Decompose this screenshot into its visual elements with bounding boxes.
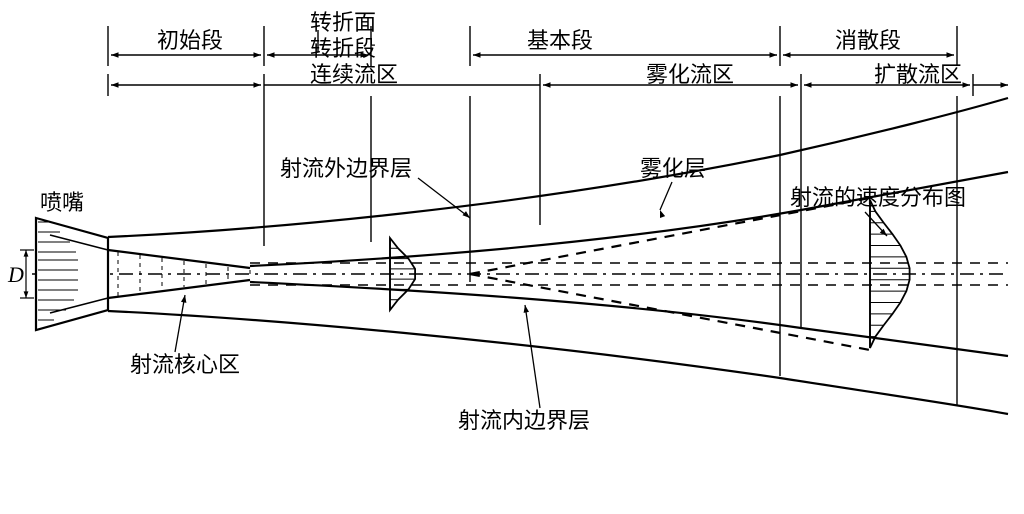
- label-basic-segment: 基本段: [527, 28, 593, 53]
- outer-boundary-top: [108, 98, 1008, 237]
- nozzle-icon: [36, 218, 108, 330]
- label-turning-face: 转折面: [310, 10, 376, 35]
- outer-boundary-bot: [108, 311, 1008, 414]
- label-velocity-profile: 射流的速度分布图: [790, 185, 966, 210]
- label-diffusion-region: 扩散流区: [874, 62, 962, 87]
- label-continuous-region: 连续流区: [310, 62, 398, 87]
- label-inner-boundary: 射流内边界层: [458, 408, 590, 433]
- core-top: [108, 250, 250, 268]
- core-bot: [108, 280, 250, 298]
- label-nozzle: 喷嘴: [40, 190, 84, 215]
- label-outer-boundary: 射流外边界层: [280, 156, 412, 181]
- label-atomization-region: 雾化流区: [646, 62, 734, 87]
- inner-boundary-bot: [250, 282, 1008, 356]
- label-dissipation-segment: 消散段: [835, 28, 901, 53]
- label-initial-segment: 初始段: [157, 28, 223, 53]
- label-turning-segment: 转折段: [310, 36, 376, 61]
- label-jet-core: 射流核心区: [130, 352, 240, 377]
- label-atomization-layer: 雾化层: [640, 156, 706, 181]
- label-diameter: D: [7, 262, 24, 287]
